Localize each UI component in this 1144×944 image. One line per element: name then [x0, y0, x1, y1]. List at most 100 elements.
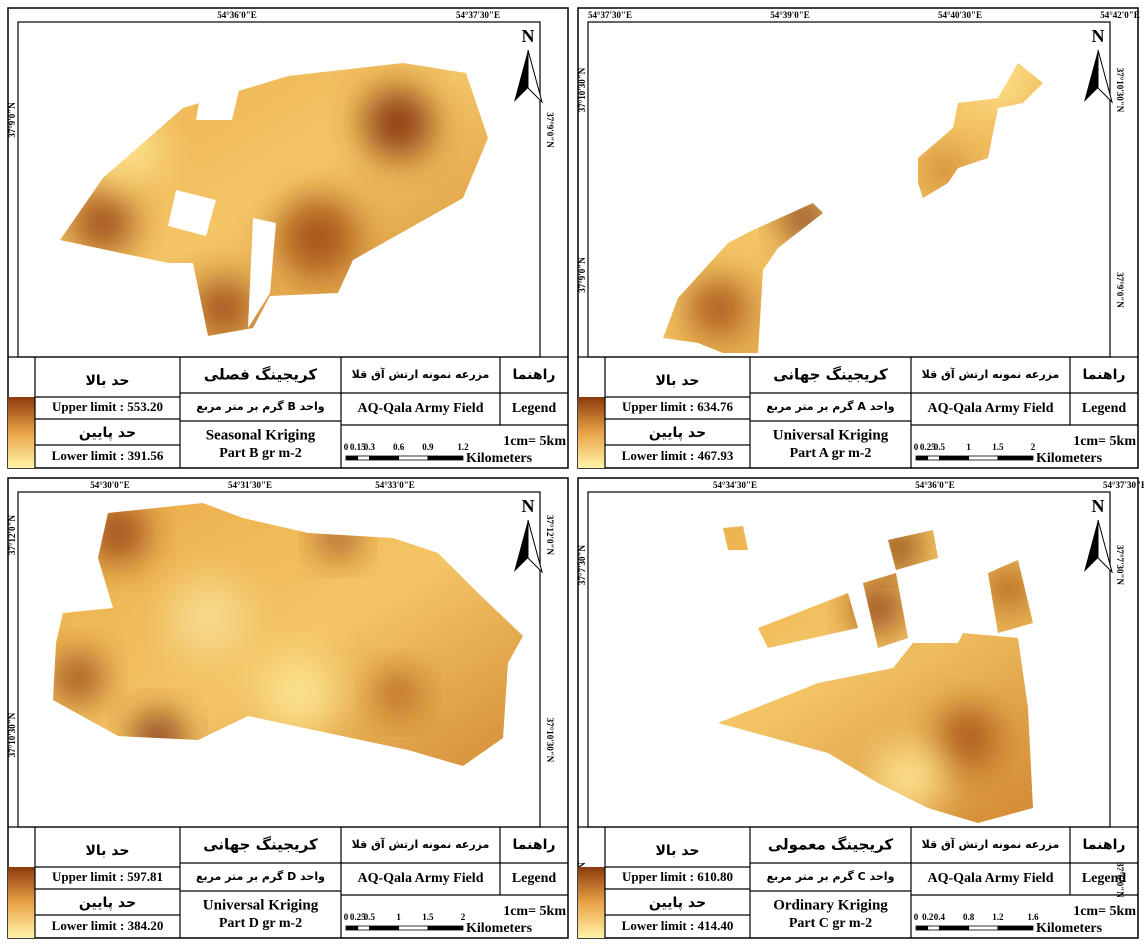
- colorbar: [8, 867, 35, 938]
- lower-fa: حد پایین: [649, 425, 706, 441]
- scale-tick: 1: [396, 912, 401, 922]
- scale-unit: Kilometers: [466, 921, 533, 936]
- scale-segment: [915, 455, 929, 461]
- surface-spot: [278, 198, 358, 278]
- scale-segment: [927, 925, 940, 931]
- scale-segment: [938, 925, 970, 931]
- legend: Legend: [1082, 871, 1127, 886]
- scale-tick: 0.8: [963, 912, 975, 922]
- lower-fa: حد پایین: [649, 895, 706, 911]
- title-fa: کریجینگ جهانی: [203, 836, 318, 854]
- legend-fa: راهنما: [1083, 837, 1126, 853]
- surface-spot: [363, 88, 433, 158]
- scale-segment: [968, 455, 999, 461]
- lon-label: 54°30'0"E: [90, 480, 130, 490]
- scale-tick: 1.2: [457, 442, 469, 452]
- lat-label: 37°9'0"N: [1115, 272, 1125, 308]
- scale-segment: [357, 455, 370, 461]
- lon-label: 54°40'30"E: [938, 10, 982, 20]
- scale-segment: [938, 455, 970, 461]
- scale-segment: [357, 925, 370, 931]
- scale-tick: 2: [1031, 442, 1036, 452]
- surface-spot: [168, 578, 248, 658]
- scale-segment: [915, 925, 929, 931]
- north-arrow-left: [1084, 520, 1098, 572]
- north-arrow-right: [1097, 49, 1113, 104]
- lat-label: 37°10'30"N: [1115, 68, 1125, 113]
- lower-limit: Lower limit : 391.56: [52, 448, 164, 463]
- lat-label: 37°7'30"N: [577, 544, 587, 585]
- unit-fa: واحد D گرم بر متر مربع: [196, 870, 325, 883]
- title-fa: کریجینگ فصلی: [204, 366, 318, 384]
- lon-label: 54°37'30"E: [456, 10, 500, 20]
- unit-fa: واحد B گرم بر متر مربع: [196, 400, 324, 413]
- scale-tick: 0.4: [934, 912, 946, 922]
- surface-spot: [195, 280, 251, 336]
- north-arrow-right: [1097, 519, 1113, 574]
- map-panel: 54°36'0"E 54°37'30"E 37°9'0"N 37°9'0"N N حد ب…: [7, 7, 569, 469]
- scale-segment: [345, 455, 359, 461]
- lower-fa: حد پایین: [79, 425, 136, 441]
- lon-label: 54°37'30"E: [1103, 480, 1144, 490]
- lat-label: 37°12'0"N: [545, 515, 555, 556]
- lon-label: 54°33'0"E: [375, 480, 415, 490]
- lon-label: 54°36'0"E: [915, 480, 955, 490]
- map-panel: 54°34'30"E 54°36'0"E 54°37'30"E 37°7'30"N 37…: [577, 477, 1144, 939]
- unit-fa: واحد C گرم بر متر مربع: [767, 870, 895, 883]
- colorbar: [8, 397, 35, 468]
- upper-limit: Upper limit : 597.81: [52, 869, 163, 884]
- field-fa: مزرعه نمونه ارتش آق قلا: [352, 837, 490, 851]
- lat-label: 37°10'30"N: [7, 712, 17, 757]
- lower-limit: Lower limit : 467.93: [622, 448, 734, 463]
- upper-fa: حد بالا: [656, 843, 700, 859]
- scale-tick: 0: [914, 912, 919, 922]
- scale-unit: Kilometers: [1036, 921, 1103, 936]
- lat-label: 37°9'0"N: [545, 112, 555, 148]
- scale-tick: 1.2: [992, 912, 1004, 922]
- scale-text: 1cm= 5km: [1073, 904, 1136, 919]
- scale-segment: [345, 925, 359, 931]
- lon-label: 54°42'0"E: [1100, 10, 1140, 20]
- legend: Legend: [512, 401, 557, 416]
- title-fa: کریجینگ جهانی: [773, 366, 888, 384]
- unit-fa: واحد A گرم بر متر مربع: [766, 400, 894, 413]
- north-arrow-right: [527, 519, 543, 574]
- scale-unit: Kilometers: [1036, 451, 1103, 466]
- upper-limit: Upper limit : 634.76: [622, 399, 733, 414]
- scale-tick: 0.5: [364, 912, 376, 922]
- lat-label: 37°9'0"N: [577, 257, 587, 293]
- lower-fa: حد پایین: [79, 895, 136, 911]
- map-panel: 54°37'30"E 54°39'0"E 54°40'30"E 54°42'0"E 37…: [577, 7, 1140, 469]
- scale-tick: 0.25: [350, 912, 366, 922]
- field-fa: مزرعه نمونه ارتش آق قلا: [922, 367, 1060, 381]
- lat-label: 37°9'0"N: [7, 102, 17, 138]
- method: Universal Kriging: [203, 897, 319, 913]
- lat-label: 37°10'30"N: [577, 67, 587, 112]
- upper-limit: Upper limit : 553.20: [52, 399, 163, 414]
- scale-text: 1cm= 5km: [503, 904, 566, 919]
- lon-label: 54°31'30"E: [228, 480, 272, 490]
- scale-tick: 1.5: [992, 442, 1004, 452]
- surface-spot: [938, 708, 998, 768]
- scale-tick: 0.9: [422, 442, 434, 452]
- upper-fa: حد بالا: [86, 373, 130, 389]
- scale-text: 1cm= 5km: [1073, 434, 1136, 449]
- surface-spot: [376, 671, 420, 715]
- lower-limit: Lower limit : 384.20: [52, 918, 164, 933]
- surface-spot: [688, 278, 748, 338]
- scale-segment: [997, 455, 1034, 461]
- scale-segment: [427, 925, 464, 931]
- scale-tick: 0.6: [393, 442, 405, 452]
- lon-label: 54°34'30"E: [713, 480, 757, 490]
- north-arrow-left: [514, 50, 528, 102]
- surface-spot: [258, 653, 338, 733]
- scale-text: 1cm= 5km: [503, 434, 566, 449]
- scale-segment: [427, 455, 464, 461]
- surface-spot: [73, 193, 133, 253]
- gap: [196, 60, 246, 120]
- part: Part D gr m-2: [219, 916, 302, 931]
- field: AQ-Qala Army Field: [928, 401, 1054, 416]
- gap: [248, 218, 276, 328]
- legend-fa: راهنما: [1083, 367, 1126, 383]
